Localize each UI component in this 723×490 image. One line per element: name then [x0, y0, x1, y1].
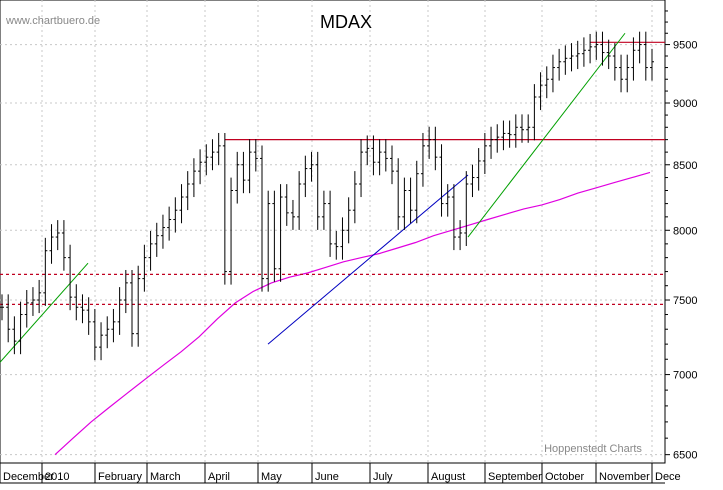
trend-line	[267, 174, 469, 345]
x-tick-label: February	[98, 471, 143, 483]
x-tick-label: November	[599, 471, 650, 483]
x-tick-label: March	[150, 471, 181, 483]
y-tick-label: 8500	[673, 160, 697, 172]
trend-line	[467, 32, 626, 238]
x-tick-label: July	[373, 471, 393, 483]
grid-layer	[0, 0, 665, 463]
annotation-layer	[0, 32, 665, 363]
x-tick-label: June	[315, 471, 339, 483]
x-tick-label: October	[545, 471, 584, 483]
plot-frame	[0, 0, 666, 464]
y-axis: 6500 7000 7500 8000 8500 9000 9500	[665, 10, 697, 462]
moving-average-line	[54, 171, 651, 456]
credit-label: Hoppenstedt Charts	[544, 443, 642, 455]
y-tick-label: 9000	[673, 98, 697, 110]
y-tick-label: 8000	[673, 225, 697, 237]
price-bars-layer	[0, 31, 654, 361]
x-tick-label: September	[488, 471, 542, 483]
moving-average-layer	[54, 171, 651, 456]
y-tick-label: 9500	[673, 40, 697, 52]
y-tick-label: 7500	[673, 295, 697, 307]
x-tick-label: 2010	[45, 471, 69, 483]
x-tick-label: December	[3, 471, 54, 483]
chart-title: MDAX	[320, 12, 372, 32]
x-tick-label: April	[208, 471, 230, 483]
x-tick-label: August	[431, 471, 465, 483]
x-tick-label: May	[261, 471, 282, 483]
y-tick-label: 7000	[673, 370, 697, 382]
y-tick-label: 6500	[673, 450, 697, 462]
source-label: www.chartbuero.de	[5, 15, 100, 27]
x-tick-label: Dece	[655, 471, 681, 483]
